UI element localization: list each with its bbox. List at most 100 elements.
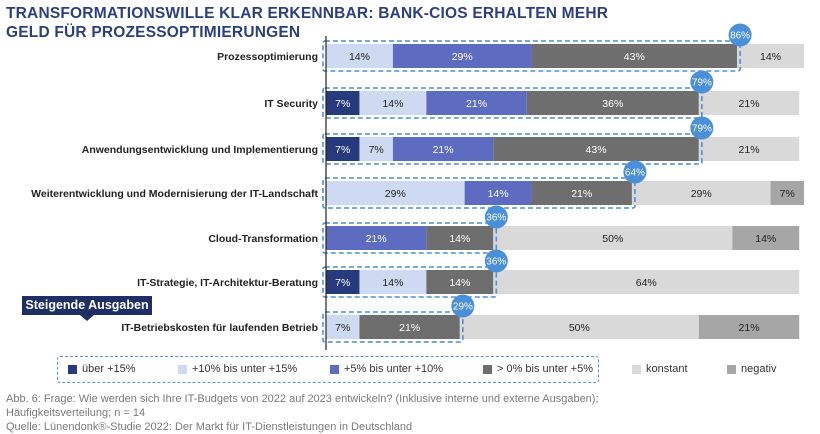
bar-row: IT-Betriebskosten für laufenden Betrieb 7… (121, 294, 800, 343)
increase-frame (322, 87, 703, 119)
increase-total-label: 86% (730, 31, 750, 42)
legend-item: negativ (727, 362, 776, 376)
bar-segment (426, 226, 494, 250)
bar-segment (493, 137, 699, 161)
bar-value-label: 14% (382, 98, 403, 110)
increase-frame (322, 222, 498, 254)
bar-value-label: 21% (366, 233, 387, 245)
legend-swatch (330, 364, 339, 374)
legend-label: > 0% bis unter +5% (497, 363, 594, 375)
increase-frame (322, 177, 636, 209)
bar-segment (493, 226, 733, 250)
increase-total-bubble (484, 205, 508, 229)
footnote-distribution: Häufigkeitsverteilung; n = 14 (6, 407, 146, 419)
bar-segment (698, 91, 800, 115)
legend-swatch (727, 364, 736, 374)
legend-item: über +15% (68, 362, 136, 376)
bar-value-label: 7% (335, 144, 350, 156)
legend-item: > 0% bis unter +5% (483, 362, 593, 376)
category-label: Prozessoptimierung (217, 51, 318, 63)
bar-segment (392, 44, 532, 68)
bar-segment (493, 270, 800, 294)
bar-value-label: 7% (335, 98, 350, 110)
category-label: Anwendungsentwicklung und Implementierun… (82, 144, 318, 156)
bar-value-label: 29% (452, 51, 473, 63)
bar-value-label: 14% (382, 277, 403, 289)
bar-segment (737, 44, 804, 68)
bar-value-label: 14% (449, 233, 470, 245)
legend-label: +10% bis unter +15% (192, 363, 298, 375)
bar-row: IT-Strategie, IT-Architektur-Beratung 7% 1… (137, 249, 800, 298)
bar-value-label: 21% (739, 322, 760, 334)
bar-row: Cloud-Transformation 21% 14% 50% 14% 36% (208, 205, 800, 254)
increase-total-label: 29% (453, 302, 473, 313)
bar-segment (326, 181, 465, 205)
bar-value-label: 21% (739, 144, 760, 156)
bar-segment (526, 91, 699, 115)
bar-value-label: 36% (602, 98, 623, 110)
bar-segment (392, 137, 494, 161)
bar-value-label: 50% (569, 322, 590, 334)
increase-total-bubble (690, 116, 714, 140)
bar-segment (732, 226, 800, 250)
bar-segment (770, 181, 804, 205)
bar-value-label: 7% (335, 277, 350, 289)
bar-value-label: 14% (349, 51, 370, 63)
bar-value-label: 43% (624, 51, 645, 63)
bar-value-label: 21% (739, 98, 760, 110)
bar-value-label: 14% (488, 188, 509, 200)
bar-value-label: 21% (433, 144, 454, 156)
increase-total-bubble (451, 294, 475, 318)
bar-row: Weiterentwicklung und Modernisierung der… (31, 160, 804, 209)
increase-frame (322, 133, 703, 165)
category-label: IT Security (264, 98, 318, 110)
bar-segment (359, 315, 460, 339)
category-label: Weiterentwicklung und Modernisierung der… (31, 188, 318, 200)
increase-frame (322, 40, 741, 72)
footnote-source: Quelle: Lünendonk®-Studie 2022: Der Mark… (6, 421, 413, 433)
bar-segment (464, 181, 532, 205)
bar-value-label: 50% (602, 233, 623, 245)
bar-segment (531, 181, 632, 205)
bar-value-label: 29% (385, 188, 406, 200)
bar-segment (631, 181, 771, 205)
increase-badge: Steigende Ausgaben (22, 296, 152, 315)
increase-total-label: 79% (692, 124, 712, 135)
bar-value-label: 21% (466, 98, 487, 110)
legend-swatch (68, 364, 77, 374)
category-label: IT-Strategie, IT-Architektur-Beratung (137, 277, 318, 289)
increase-total-bubble (623, 160, 647, 184)
legend-swatch (178, 364, 187, 374)
bar-value-label: 21% (571, 188, 592, 200)
footnote: Abb. 6: Frage: Wie werden sich Ihre IT-B… (6, 392, 599, 434)
bar-segment (426, 91, 527, 115)
bar-segment (326, 44, 393, 68)
bar-value-label: 29% (691, 188, 712, 200)
legend-increase-frame (57, 356, 599, 383)
legend-label: +5% bis unter +10% (344, 363, 444, 375)
badge-pointer (80, 315, 94, 321)
legend-label: konstant (646, 363, 688, 375)
increase-total-label: 64% (625, 168, 645, 179)
bar-value-label: 7% (335, 322, 350, 334)
bar-value-label: 7% (780, 188, 795, 200)
bar-segment (426, 270, 494, 294)
bar-segment (459, 315, 699, 339)
increase-total-label: 36% (486, 257, 506, 268)
increase-frame (322, 311, 464, 343)
bar-segment (326, 137, 360, 161)
bar-segment (698, 137, 800, 161)
increase-frame (322, 266, 498, 298)
increase-total-label: 36% (486, 213, 506, 224)
legend-label: über +15% (82, 363, 136, 375)
category-label: Cloud-Transformation (208, 233, 318, 245)
increase-total-bubble (728, 23, 752, 47)
bar-segment (359, 270, 427, 294)
bar-value-label: 14% (760, 51, 781, 63)
bar-segment (326, 91, 360, 115)
increase-total-label: 79% (692, 78, 712, 89)
legend-item: +10% bis unter +15% (178, 362, 297, 376)
legend-item: konstant (632, 362, 688, 376)
bar-segment (359, 91, 427, 115)
bar-value-label: 7% (369, 144, 384, 156)
